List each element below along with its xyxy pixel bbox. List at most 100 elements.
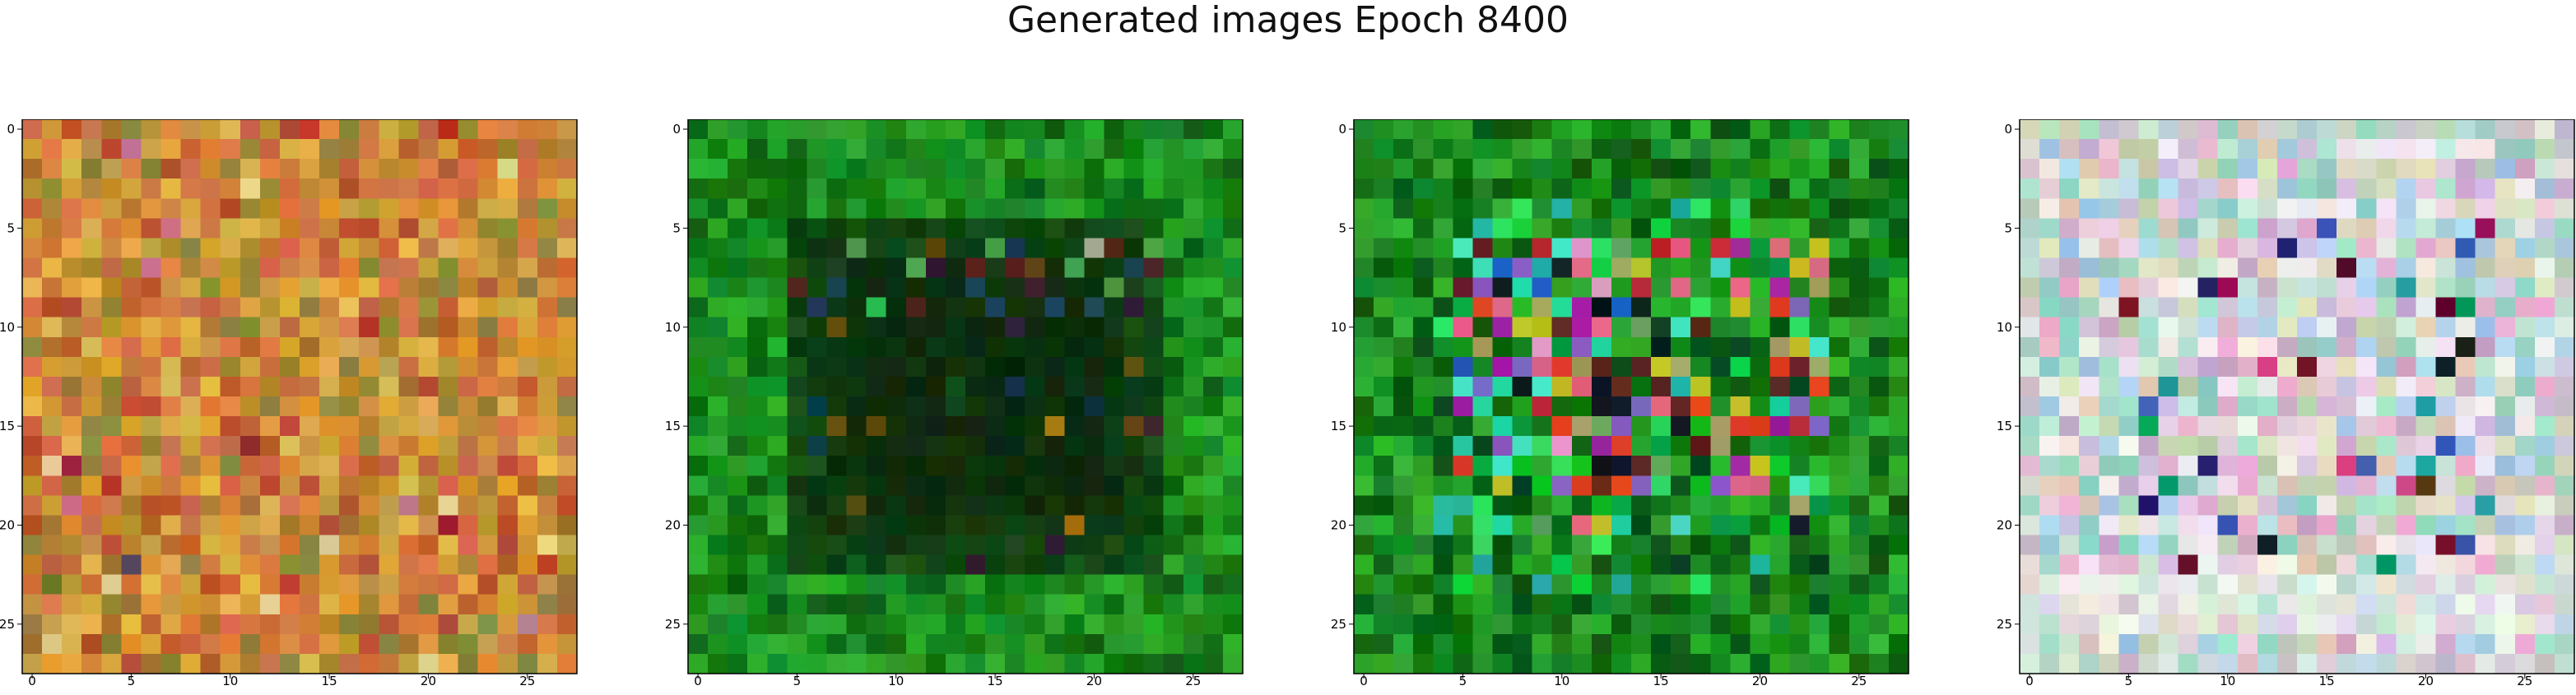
- pixel: [2317, 198, 2337, 219]
- pixel: [925, 277, 946, 299]
- pixel: [1690, 376, 1711, 397]
- pixel: [160, 614, 182, 635]
- pixel: [1710, 416, 1731, 437]
- pixel: [1690, 178, 1711, 199]
- pixel: [359, 218, 379, 239]
- pixel: [1163, 317, 1184, 338]
- pixel: [359, 376, 379, 397]
- pixel: [965, 436, 986, 456]
- pixel: [2317, 614, 2337, 635]
- pixel: [747, 159, 768, 179]
- pixel: [1769, 218, 1791, 239]
- pixel: [807, 515, 828, 536]
- pixel: [458, 238, 479, 259]
- pixel: [1631, 198, 1652, 219]
- pixel: [905, 336, 927, 358]
- pixel: [1044, 257, 1065, 279]
- pixel: [339, 554, 360, 576]
- pixel: [180, 238, 202, 259]
- pixel: [2059, 475, 2080, 496]
- pixel: [1591, 535, 1612, 556]
- pixel: [62, 218, 82, 239]
- pixel: [1202, 218, 1224, 239]
- y-tick-label: 20: [1332, 517, 1346, 532]
- pixel: [1104, 495, 1125, 517]
- pixel: [2158, 535, 2179, 556]
- pixel: [42, 574, 63, 595]
- pixel: [81, 456, 102, 476]
- pixel: [1789, 653, 1811, 674]
- pixel: [807, 554, 828, 576]
- pixel: [2416, 218, 2437, 239]
- pixel: [418, 594, 439, 615]
- pixel: [2217, 436, 2239, 456]
- pixel: [1848, 277, 1870, 299]
- pixel: [339, 376, 360, 397]
- pixel: [2197, 535, 2219, 556]
- pixel: [1829, 297, 1850, 318]
- pixel: [2059, 336, 2080, 358]
- pixel: [2495, 614, 2516, 635]
- pixel: [1202, 594, 1224, 615]
- pixel: [458, 515, 479, 536]
- pixel: [2079, 396, 2099, 417]
- pixel: [2475, 356, 2496, 378]
- pixel: [846, 436, 867, 456]
- pixel: [81, 178, 102, 199]
- pixel: [2297, 336, 2318, 358]
- pixel: [101, 436, 122, 456]
- pixel: [438, 456, 459, 476]
- pixel: [1163, 653, 1184, 674]
- pixel: [1868, 495, 1890, 517]
- pixel: [1750, 416, 1771, 437]
- pixel: [2416, 159, 2437, 179]
- pixel: [517, 159, 538, 179]
- pixel: [1433, 139, 1453, 160]
- pixel: [62, 159, 82, 179]
- pixel: [1888, 297, 1909, 318]
- pixel: [1453, 178, 1474, 199]
- pixel: [1789, 633, 1811, 655]
- pixel: [1789, 297, 1811, 318]
- pixel: [1064, 238, 1086, 259]
- pixel: [2276, 594, 2298, 615]
- pixel: [1651, 495, 1672, 517]
- pixel: [1868, 119, 1890, 140]
- pixel: [141, 574, 162, 595]
- pixel: [121, 396, 142, 417]
- pixel: [438, 594, 459, 615]
- pixel: [418, 198, 439, 219]
- pixel: [477, 218, 499, 239]
- pixel: [1104, 436, 1125, 456]
- pixel: [2475, 159, 2496, 179]
- pixel: [42, 515, 63, 536]
- pixel: [477, 257, 499, 279]
- pixel: [398, 218, 420, 239]
- pixel: [1143, 456, 1165, 476]
- pixel: [22, 456, 43, 476]
- x-tick-label: 15: [2319, 674, 2335, 687]
- y-tick-label: 25: [1997, 617, 2012, 632]
- pixel: [1044, 119, 1065, 140]
- pixel: [359, 535, 379, 556]
- pixel: [62, 574, 82, 595]
- pixel: [2514, 653, 2536, 674]
- pixel: [688, 653, 709, 674]
- pixel: [945, 336, 966, 358]
- pixel: [2059, 614, 2080, 635]
- pixel: [826, 416, 848, 437]
- pixel: [1730, 159, 1751, 179]
- pixel: [2138, 535, 2160, 556]
- pixel: [359, 495, 379, 517]
- pixel: [807, 416, 828, 437]
- pixel: [1868, 515, 1890, 536]
- pixel: [2197, 159, 2219, 179]
- pixel: [1888, 257, 1909, 279]
- pixel: [180, 495, 202, 517]
- pixel: [359, 356, 379, 378]
- pixel: [537, 456, 558, 476]
- pixel: [1222, 554, 1244, 576]
- pixel: [807, 139, 828, 160]
- pixel: [728, 218, 748, 239]
